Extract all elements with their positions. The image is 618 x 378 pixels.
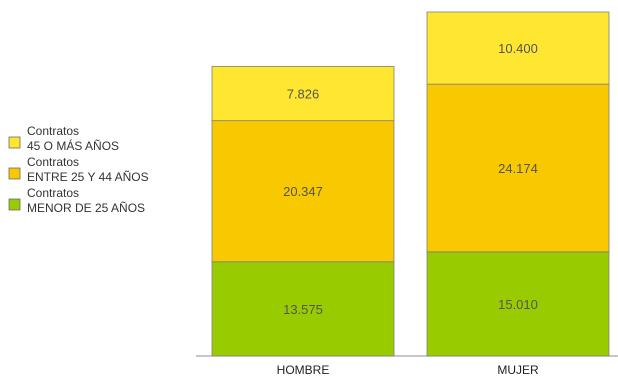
legend-label-line1: Contratos — [27, 186, 79, 200]
category-label-mujer: MUJER — [497, 363, 539, 377]
bars-group — [211, 11, 610, 357]
legend-label-line1: Contratos — [27, 155, 79, 169]
legend-label-line2: MENOR DE 25 AÑOS — [27, 201, 145, 215]
bar-segment-hombre-entre-25-44 — [211, 120, 395, 263]
value-labels-group: 13.575 20.347 7.826 15.010 24.174 10.400 — [283, 41, 538, 317]
legend-swatch-entre-25-44 — [8, 167, 21, 180]
value-label-hombre-menor-25: 13.575 — [283, 302, 323, 317]
legend-swatch-45-mas — [8, 136, 21, 149]
legend-label-line2: ENTRE 25 Y 44 AÑOS — [27, 170, 149, 184]
bar-segment-mujer-45-mas — [426, 11, 610, 85]
bar-segment-hombre-menor-25 — [211, 261, 395, 357]
bar-segment-mujer-entre-25-44 — [426, 83, 610, 253]
value-label-hombre-45-mas: 7.826 — [287, 87, 320, 102]
value-label-mujer-menor-25: 15.010 — [498, 297, 538, 312]
category-labels-group: HOMBRE MUJER — [277, 363, 539, 377]
legend-label-line2: 45 O MÁS AÑOS — [27, 138, 119, 153]
value-label-mujer-entre-25-44: 24.174 — [498, 161, 538, 176]
value-label-hombre-entre-25-44: 20.347 — [283, 184, 323, 199]
value-label-mujer-45-mas: 10.400 — [498, 41, 538, 56]
bar-segment-mujer-menor-25 — [426, 251, 610, 357]
category-label-hombre: HOMBRE — [277, 363, 330, 377]
legend-label-line1: Contratos — [27, 124, 79, 138]
bar-segment-hombre-45-mas — [211, 65, 395, 122]
legend-swatch-menor-25 — [8, 198, 21, 211]
